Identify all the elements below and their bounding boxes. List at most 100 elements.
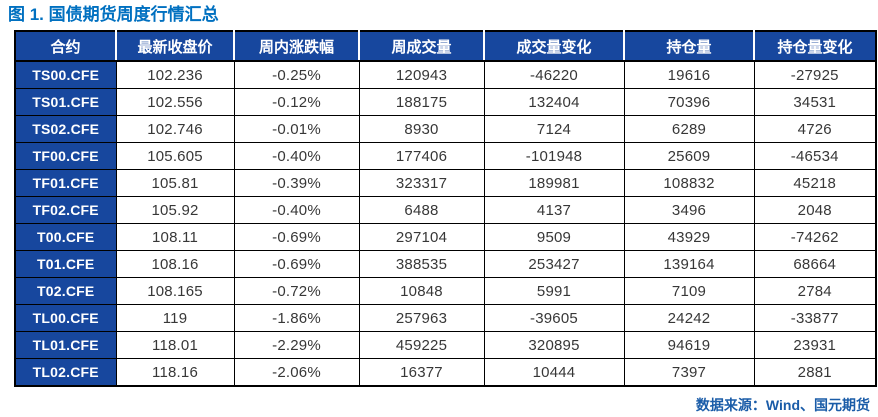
contract-cell: T00.CFE <box>14 223 117 251</box>
value-cell: 105.81 <box>115 169 235 197</box>
table-header-row: 合约 最新收盘价 周内涨跌幅 周成交量 成交量变化 持仓量 持仓量变化 <box>15 31 876 62</box>
value-cell: 253427 <box>483 250 625 278</box>
value-cell: 102.556 <box>115 88 235 116</box>
value-cell: -0.39% <box>233 169 360 197</box>
header-cell-oi-change: 持仓量变化 <box>753 31 876 62</box>
value-cell: 118.16 <box>115 358 235 387</box>
table-row: TL02.CFE 118.16 -2.06% 16377 10444 7397 2881 <box>14 358 877 387</box>
value-cell: 5991 <box>483 277 625 305</box>
value-cell: -0.69% <box>233 223 360 251</box>
value-cell: 189981 <box>483 169 625 197</box>
value-cell: -1.86% <box>233 304 360 332</box>
table-row: T02.CFE 108.165 -0.72% 10848 5991 7109 2784 <box>14 277 877 305</box>
value-cell: 132404 <box>483 88 625 116</box>
value-cell: 105.92 <box>115 196 235 224</box>
value-cell: -0.69% <box>233 250 360 278</box>
table-row: T00.CFE 108.11 -0.69% 297104 9509 43929 -74262 <box>14 223 877 251</box>
value-cell: -0.12% <box>233 88 360 116</box>
contract-cell: TF01.CFE <box>14 169 117 197</box>
value-cell: -27925 <box>753 60 877 89</box>
value-cell: 108.16 <box>115 250 235 278</box>
table-row: TS02.CFE 102.746 -0.01% 8930 7124 6289 4726 <box>14 115 877 143</box>
page-title: 图 1. 国债期货周度行情汇总 <box>8 5 219 24</box>
futures-summary-table: 合约 最新收盘价 周内涨跌幅 周成交量 成交量变化 持仓量 持仓量变化 TS00… <box>14 30 877 387</box>
header-cell-open-interest: 持仓量 <box>623 31 754 62</box>
value-cell: 70396 <box>623 88 755 116</box>
contract-cell: TS00.CFE <box>14 60 117 89</box>
value-cell: 2881 <box>753 358 877 387</box>
table-row: T01.CFE 108.16 -0.69% 388535 253427 139164 686… <box>14 250 877 278</box>
value-cell: -33877 <box>753 304 877 332</box>
value-cell: -0.72% <box>233 277 360 305</box>
value-cell: 119 <box>115 304 235 332</box>
value-cell: -2.29% <box>233 331 360 359</box>
value-cell: 3496 <box>623 196 755 224</box>
value-cell: -39605 <box>483 304 625 332</box>
value-cell: 118.01 <box>115 331 235 359</box>
value-cell: 25609 <box>623 142 755 170</box>
value-cell: 6289 <box>623 115 755 143</box>
table-row: TF01.CFE 105.81 -0.39% 323317 189981 108832 45… <box>14 169 877 197</box>
value-cell: 297104 <box>358 223 485 251</box>
value-cell: 4137 <box>483 196 625 224</box>
value-cell: 7109 <box>623 277 755 305</box>
value-cell: -74262 <box>753 223 877 251</box>
contract-cell: T01.CFE <box>14 250 117 278</box>
table-row: TL00.CFE 119 -1.86% 257963 -39605 24242 -33877 <box>14 304 877 332</box>
contract-cell: TL01.CFE <box>14 331 117 359</box>
table-row: TL01.CFE 118.01 -2.29% 459225 320895 94619 239… <box>14 331 877 359</box>
value-cell: -0.01% <box>233 115 360 143</box>
value-cell: 139164 <box>623 250 755 278</box>
contract-cell: TL02.CFE <box>14 358 117 387</box>
header-cell-latest-close: 最新收盘价 <box>115 31 234 62</box>
value-cell: -0.40% <box>233 196 360 224</box>
value-cell: 2784 <box>753 277 877 305</box>
value-cell: 323317 <box>358 169 485 197</box>
value-cell: -46220 <box>483 60 625 89</box>
header-cell-weekly-volume: 周成交量 <box>358 31 484 62</box>
contract-cell: TS02.CFE <box>14 115 117 143</box>
value-cell: 23931 <box>753 331 877 359</box>
value-cell: 257963 <box>358 304 485 332</box>
value-cell: 108.11 <box>115 223 235 251</box>
value-cell: -2.06% <box>233 358 360 387</box>
value-cell: 102.746 <box>115 115 235 143</box>
header-cell-weekly-change: 周内涨跌幅 <box>233 31 359 62</box>
value-cell: -0.25% <box>233 60 360 89</box>
value-cell: 108832 <box>623 169 755 197</box>
value-cell: 45218 <box>753 169 877 197</box>
value-cell: -101948 <box>483 142 625 170</box>
value-cell: 320895 <box>483 331 625 359</box>
value-cell: 10444 <box>483 358 625 387</box>
value-cell: 9509 <box>483 223 625 251</box>
value-cell: 105.605 <box>115 142 235 170</box>
data-source-note: 数据来源：Wind、国元期货 <box>695 397 870 413</box>
value-cell: 120943 <box>358 60 485 89</box>
table-row: TF00.CFE 105.605 -0.40% 177406 -101948 25609-… <box>14 142 877 170</box>
header-cell-volume-change: 成交量变化 <box>483 31 624 62</box>
table-row: TS01.CFE 102.556 -0.12% 188175 132404 70396 34… <box>14 88 877 116</box>
value-cell: 7397 <box>623 358 755 387</box>
value-cell: 6488 <box>358 196 485 224</box>
value-cell: 16377 <box>358 358 485 387</box>
value-cell: -46534 <box>753 142 877 170</box>
table-body: TS00.CFE 102.236 -0.25% 120943 -46220 19616 -2… <box>14 60 877 387</box>
value-cell: 4726 <box>753 115 877 143</box>
value-cell: 24242 <box>623 304 755 332</box>
value-cell: 34531 <box>753 88 877 116</box>
table-row: TS00.CFE 102.236 -0.25% 120943 -46220 19616 -2… <box>14 60 877 89</box>
value-cell: 388535 <box>358 250 485 278</box>
contract-cell: TF00.CFE <box>14 142 117 170</box>
value-cell: 7124 <box>483 115 625 143</box>
value-cell: 108.165 <box>115 277 235 305</box>
value-cell: 19616 <box>623 60 755 89</box>
value-cell: 2048 <box>753 196 877 224</box>
value-cell: 8930 <box>358 115 485 143</box>
value-cell: 10848 <box>358 277 485 305</box>
value-cell: 177406 <box>358 142 485 170</box>
value-cell: 188175 <box>358 88 485 116</box>
contract-cell: TL00.CFE <box>14 304 117 332</box>
contract-cell: TS01.CFE <box>14 88 117 116</box>
header-cell-contract: 合约 <box>15 31 116 62</box>
value-cell: 94619 <box>623 331 755 359</box>
